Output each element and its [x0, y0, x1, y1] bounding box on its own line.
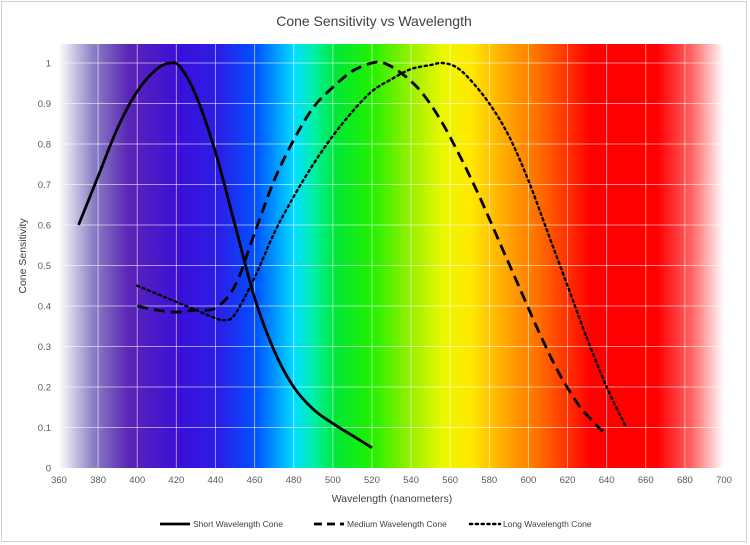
x-tick-label: 600 [520, 475, 536, 486]
chart-title: Cone Sensitivity vs Wavelength [276, 13, 472, 29]
legend: Short Wavelength Cone Medium Wavelength C… [160, 519, 592, 529]
y-tick-label: 0.5 [38, 261, 51, 272]
x-tick-label: 500 [325, 475, 341, 486]
x-tick-label: 540 [403, 475, 419, 486]
y-tick-label: 0.7 [38, 180, 51, 191]
x-axis-title: Wavelength (nanometers) [332, 493, 452, 505]
y-axis-ticks: 0 0.1 0.2 0.3 0.4 0.5 0.6 0.7 0.8 0.9 1 [38, 59, 51, 475]
y-tick-label: 0 [46, 464, 51, 475]
x-tick-label: 660 [638, 475, 654, 486]
x-tick-label: 520 [364, 475, 380, 486]
gridlines [59, 44, 725, 468]
x-tick-label: 440 [208, 475, 224, 486]
x-axis-ticks: 360 380 400 420 440 460 480 500 520 540 560 580 600 6… [51, 475, 732, 486]
plot-area-spectrum [59, 44, 724, 468]
x-tick-label: 460 [247, 475, 263, 486]
y-tick-label: 0.9 [38, 99, 51, 110]
legend-label: Short Wavelength Cone [193, 519, 283, 529]
y-tick-label: 1 [46, 59, 51, 70]
x-tick-label: 400 [129, 475, 145, 486]
x-tick-label: 680 [677, 475, 693, 486]
series-line-long [136, 61, 628, 429]
y-tick-label: 0.6 [38, 221, 51, 232]
x-tick-label: 560 [442, 475, 458, 486]
x-tick-label: 380 [90, 475, 106, 486]
y-tick-label: 0.4 [38, 302, 51, 313]
x-tick-label: 480 [286, 475, 302, 486]
series-line-medium [136, 60, 604, 433]
x-tick-label: 580 [481, 475, 497, 486]
y-tick-label: 0.2 [38, 383, 51, 394]
x-tick-label: 620 [560, 475, 576, 486]
x-tick-label: 360 [51, 475, 67, 486]
series-line-short [77, 61, 373, 449]
legend-label: Long Wavelength Cone [503, 519, 592, 529]
y-tick-label: 0.1 [38, 423, 51, 434]
y-axis-title: Cone Sensitivity [17, 218, 29, 294]
legend-label: Medium Wavelength Cone [347, 519, 447, 529]
x-tick-label: 700 [716, 475, 732, 486]
x-tick-label: 640 [599, 475, 615, 486]
y-tick-label: 0.8 [38, 140, 51, 151]
y-tick-label: 0.3 [38, 342, 51, 353]
x-tick-label: 420 [168, 475, 184, 486]
series-lines [77, 60, 628, 449]
